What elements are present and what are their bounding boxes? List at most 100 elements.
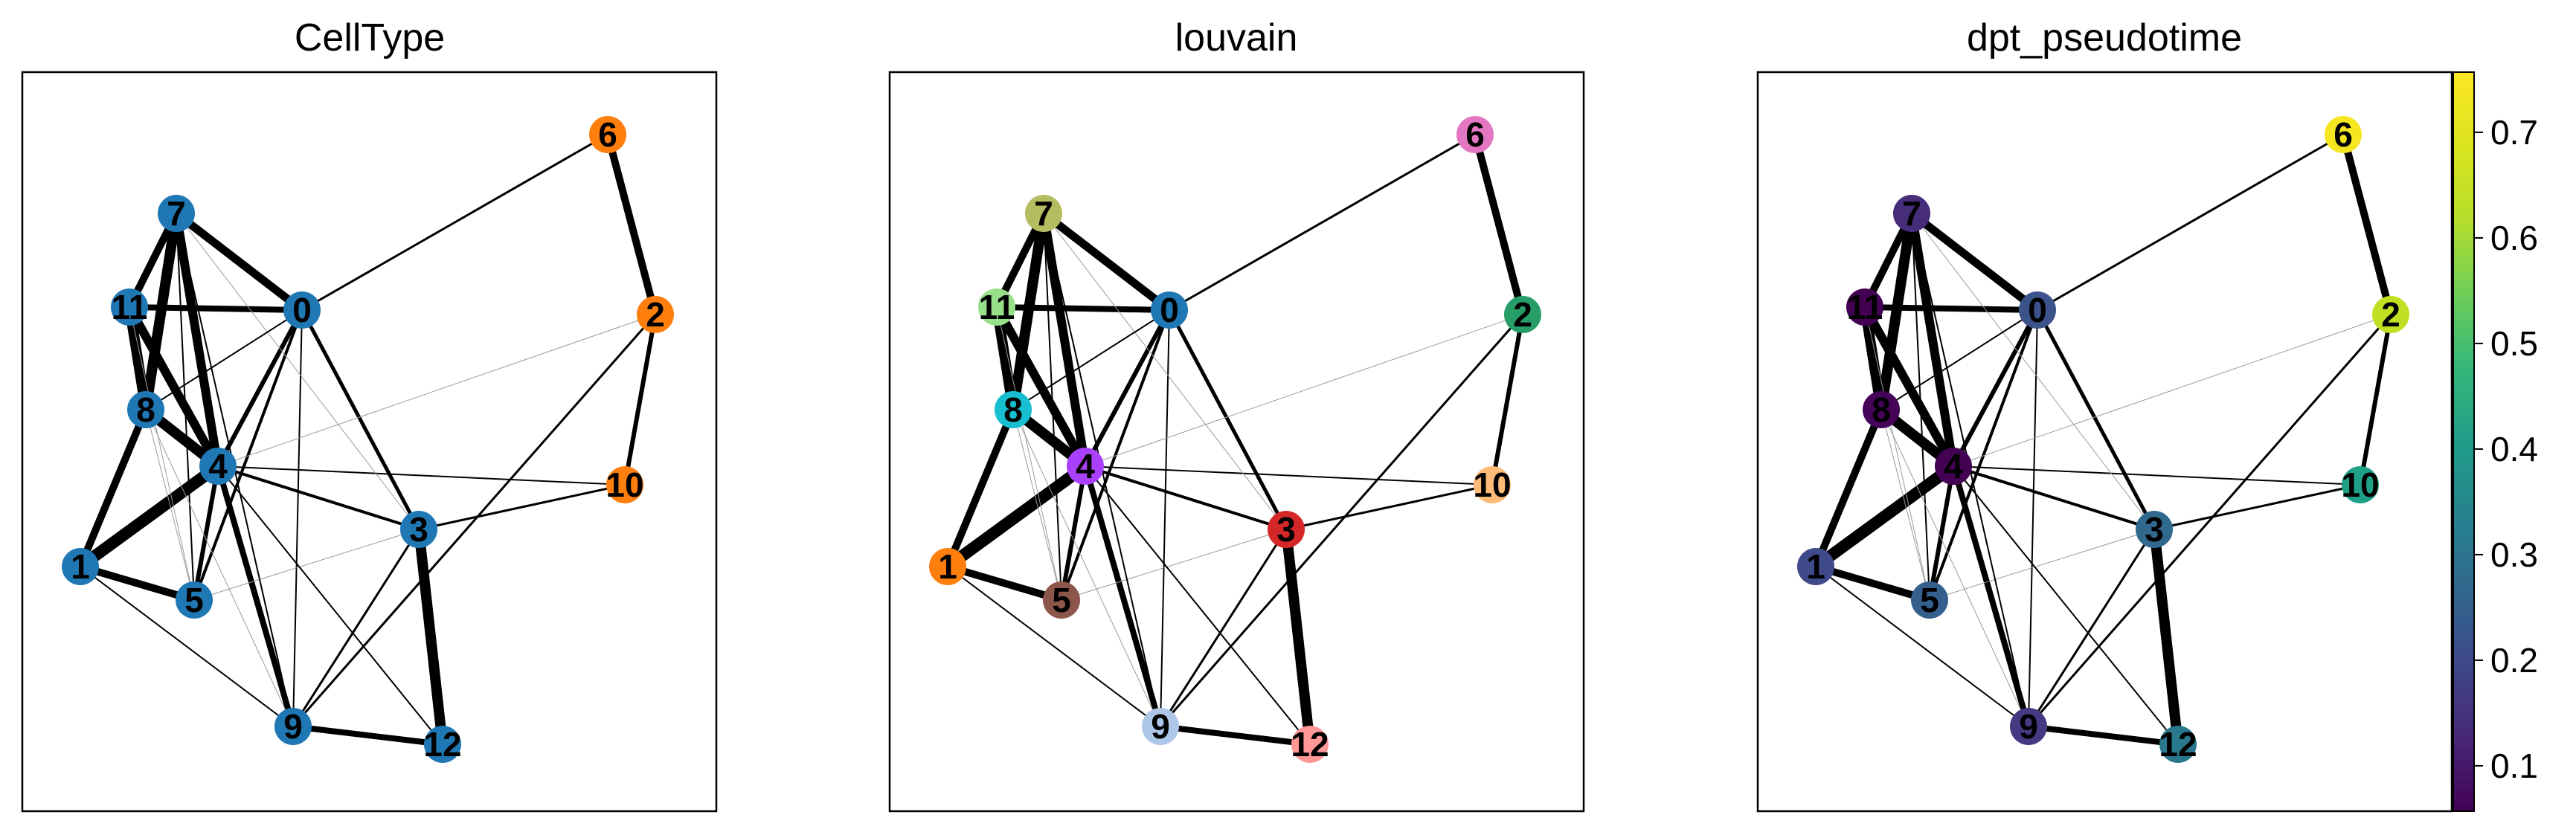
colorbar-tick-label: 0.3 [2490, 535, 2538, 574]
node-12 [1291, 726, 1329, 763]
node-label-5: 5 [1052, 581, 1071, 619]
edge-8-9 [1880, 409, 2029, 727]
node-label-9: 9 [283, 707, 303, 746]
node-label-5: 5 [184, 581, 204, 619]
colorbar-tick-label: 0.2 [2490, 641, 2538, 680]
node-11 [111, 288, 148, 326]
edge-3-10 [2153, 483, 2362, 531]
edge-3-10 [1285, 483, 1494, 531]
edge-7-0 [1907, 209, 2042, 315]
edge-8-5 [1880, 409, 1930, 601]
node-7 [1025, 195, 1062, 232]
node-10 [1474, 466, 1511, 503]
node-label-2: 2 [1513, 295, 1532, 334]
edge-8-0 [145, 309, 303, 410]
node-label-1: 1 [71, 547, 90, 586]
edge-1-4 [1810, 460, 1959, 573]
edge-7-5 [176, 213, 195, 601]
node-4 [199, 448, 237, 485]
node-label-4: 4 [1944, 447, 1963, 486]
node-2 [2372, 296, 2409, 333]
edge-2-10 [1490, 312, 1525, 487]
edge-3-4 [1952, 465, 2156, 531]
node-label-11: 11 [112, 288, 148, 326]
edge-1-5 [944, 563, 1065, 604]
edge-8-5 [145, 409, 195, 601]
node-9 [274, 708, 312, 745]
edge-4-5 [192, 464, 220, 602]
edge-7-4 [1907, 209, 1958, 471]
edge-9-12 [1157, 723, 1313, 747]
node-label-3: 3 [2145, 510, 2164, 549]
node-9 [1142, 708, 1179, 745]
node-8 [995, 391, 1032, 428]
colorbar: 0.1 0.2 0.3 0.4 0.5 0.6 0.7 [2453, 71, 2538, 812]
node-label-2: 2 [646, 295, 665, 334]
node-8 [1863, 391, 1900, 428]
edge-7-4 [172, 209, 222, 471]
node-7 [158, 195, 195, 232]
edge-4-12 [217, 465, 443, 745]
edge-11-5 [1864, 306, 1930, 601]
panel-frame [1756, 71, 2453, 813]
edge-3-10 [417, 483, 626, 531]
edge-0-3 [300, 308, 421, 532]
edge-4-2 [1085, 314, 1523, 467]
edge-7-5 [1043, 213, 1062, 601]
node-1 [1797, 548, 1834, 585]
node-label-4: 4 [1076, 447, 1095, 486]
edge-0-4 [1951, 308, 2040, 468]
node-label-8: 8 [136, 390, 155, 429]
node-label-7: 7 [167, 194, 186, 233]
node-3 [400, 511, 437, 548]
node-label-9: 9 [2019, 707, 2038, 746]
panel-title-celltype: CellType [295, 16, 445, 59]
node-label-7: 7 [1034, 194, 1053, 233]
node-1 [62, 548, 99, 585]
node-3 [2136, 511, 2173, 548]
edge-4-2 [217, 314, 656, 467]
edge-8-1 [77, 406, 150, 570]
edge-4-10 [217, 465, 626, 486]
colorbar-tick-label: 0.1 [2490, 747, 2538, 785]
node-1 [929, 548, 966, 585]
edge-6-2 [604, 131, 659, 318]
node-12 [424, 726, 461, 763]
edge-0-9 [292, 309, 303, 727]
edge-11-4 [125, 303, 222, 471]
node-label-11: 11 [979, 288, 1015, 326]
node-label-3: 3 [409, 510, 428, 549]
node-10 [606, 466, 643, 503]
colorbar-tick-label: 0.6 [2490, 219, 2538, 257]
edge-8-9 [1012, 409, 1161, 727]
node-label-5: 5 [1920, 581, 1939, 619]
edge-0-9 [2028, 309, 2038, 727]
node-9 [2010, 708, 2047, 745]
edge-7-4 [1039, 209, 1090, 471]
node-label-10: 10 [1473, 465, 1511, 504]
edge-11-4 [992, 303, 1090, 471]
node-label-12: 12 [1291, 725, 1329, 764]
edge-5-3 [193, 529, 420, 601]
panel-frame [888, 71, 1585, 813]
edge-3-12 [2149, 524, 2183, 749]
node-11 [1846, 288, 1883, 326]
edge-2-9 [1159, 313, 1524, 728]
node-label-6: 6 [1465, 115, 1485, 154]
edge-3-12 [414, 524, 448, 749]
node-label-8: 8 [1872, 390, 1891, 429]
node-label-10: 10 [2341, 465, 2379, 504]
edge-8-9 [145, 409, 294, 727]
node-6 [589, 116, 626, 153]
node-label-2: 2 [2381, 295, 2400, 334]
panel-frame [21, 71, 718, 813]
edge-7-3 [1911, 213, 2155, 530]
edge-1-4 [74, 460, 224, 573]
node-label-12: 12 [423, 725, 461, 764]
node-label-9: 9 [1151, 707, 1170, 746]
edge-4-9 [215, 463, 296, 729]
edge-5-3 [1929, 529, 2155, 601]
node-label-12: 12 [2159, 725, 2197, 764]
